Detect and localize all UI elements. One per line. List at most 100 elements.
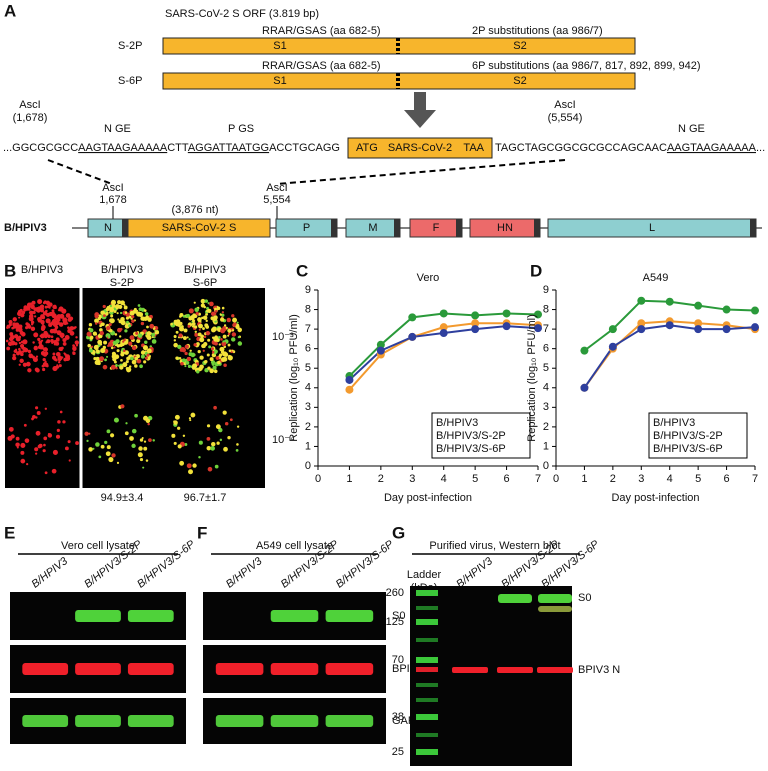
plaque (15, 436, 20, 441)
plaque (51, 468, 57, 474)
column-header: B/HPIV3 (21, 264, 63, 276)
plaque (92, 331, 97, 336)
data-point (502, 309, 511, 318)
plaque (122, 362, 128, 368)
y-tick-label: 9 (305, 284, 311, 296)
plaque (18, 350, 23, 355)
plaque (224, 421, 229, 426)
plaque (41, 364, 45, 368)
panel-label: D (530, 261, 542, 280)
plaque (7, 341, 13, 346)
plaque (100, 444, 105, 449)
plaque (134, 356, 139, 361)
band (127, 610, 174, 622)
plaque (113, 310, 117, 314)
plaque (146, 325, 149, 329)
plaque (178, 356, 182, 360)
plaque (205, 312, 209, 316)
plaque (55, 337, 60, 342)
plaque (206, 437, 211, 441)
plaque (223, 446, 228, 452)
plaque (187, 324, 191, 328)
plaque (11, 326, 15, 330)
legend-entry: B/HPIV3 (436, 417, 478, 429)
plaque (178, 333, 183, 338)
y-tick-label: 4 (305, 382, 311, 394)
plaque (142, 466, 145, 469)
plaque (142, 318, 145, 321)
plaque (120, 352, 125, 357)
plaque (192, 313, 196, 317)
plaque (105, 312, 109, 316)
plaque (134, 413, 138, 418)
data-point (665, 297, 674, 306)
plaque (96, 349, 100, 354)
plaque (199, 337, 205, 343)
plaque (72, 326, 76, 330)
site-name: AscI (554, 99, 575, 111)
plaque (139, 438, 144, 442)
gene-box (127, 218, 271, 238)
plaque (173, 334, 177, 339)
plaque (67, 440, 71, 444)
plaque (140, 350, 146, 355)
plaque (218, 343, 221, 346)
plaque (42, 357, 46, 362)
substitutions: 2P substitutions (aa 986/7) (472, 25, 603, 37)
plaque (55, 351, 61, 357)
y-tick-label: 6 (305, 343, 311, 355)
plaque (113, 360, 117, 364)
plaque (56, 428, 60, 433)
chart-title: A549 (643, 272, 669, 284)
y-tick-label: 1 (305, 440, 311, 452)
plaque (21, 310, 26, 315)
plaque (226, 317, 232, 323)
plaque (236, 443, 239, 446)
plaque (66, 322, 69, 325)
y-tick-label: 2 (543, 421, 549, 433)
legend-entry: B/HPIV3/S-6P (436, 443, 506, 455)
y-tick-label: 7 (543, 323, 549, 335)
plaque (198, 456, 201, 459)
x-axis-label: Day post-infection (384, 492, 472, 504)
plaque (62, 337, 67, 343)
plaque (231, 314, 235, 318)
plaque (214, 307, 217, 311)
gene-end (750, 219, 756, 237)
blot-strip (410, 586, 572, 766)
plaque (184, 344, 189, 349)
x-tick-label: 6 (724, 473, 730, 485)
plaque (146, 348, 152, 354)
plaque (90, 345, 94, 348)
plaque (35, 452, 38, 455)
plaque (62, 317, 68, 323)
plaque (27, 368, 32, 373)
plaque (179, 321, 183, 326)
plaque (22, 362, 27, 367)
data-point (345, 385, 354, 394)
plaque (210, 360, 216, 365)
plaque (237, 341, 243, 346)
plaque (145, 459, 149, 462)
ladder-size: 260 (386, 587, 404, 599)
plaque (231, 349, 234, 352)
x-tick-label: 2 (610, 473, 616, 485)
plaque (227, 332, 231, 336)
panel-label: B (4, 261, 16, 280)
plaque (153, 327, 156, 330)
plaque (41, 327, 45, 331)
plaque (41, 351, 45, 355)
plaque (220, 328, 226, 334)
data-point (502, 322, 511, 331)
data-point (471, 311, 480, 320)
plaque (143, 309, 147, 312)
plaque (44, 305, 48, 309)
plaque (211, 326, 217, 332)
plaque (27, 302, 31, 306)
plaque (231, 329, 235, 332)
plaque (231, 337, 236, 342)
plaque (143, 360, 147, 364)
plaque (86, 439, 89, 442)
plaque (104, 358, 107, 362)
plaque (74, 340, 80, 345)
